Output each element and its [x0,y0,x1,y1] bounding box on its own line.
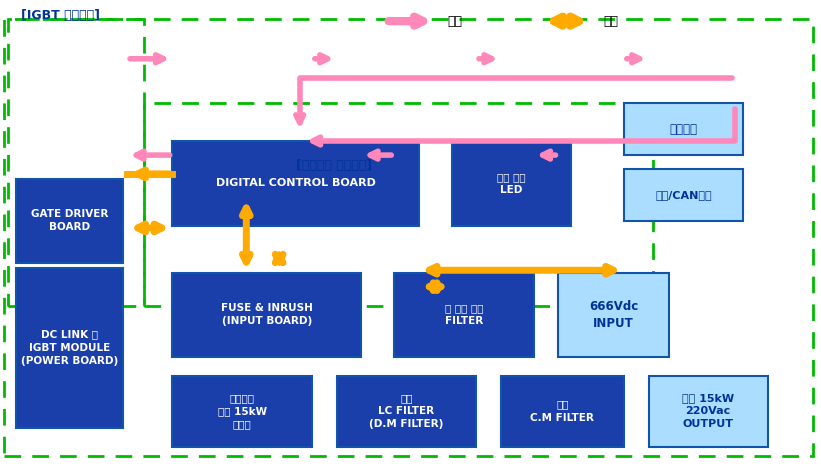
FancyBboxPatch shape [452,141,571,226]
FancyBboxPatch shape [558,273,669,357]
FancyBboxPatch shape [337,376,476,446]
FancyBboxPatch shape [16,268,123,428]
Text: 단상 15kW
220Vac
OUTPUT: 단상 15kW 220Vac OUTPUT [682,393,734,430]
Text: 단상
LC FILTER
(D.M FILTER): 단상 LC FILTER (D.M FILTER) [369,393,443,430]
FancyBboxPatch shape [16,179,123,263]
Text: 외부전원
단상 15kW
인버터: 외부전원 단상 15kW 인버터 [218,393,267,430]
Text: FUSE & INRUSH
(INPUT BOARD): FUSE & INRUSH (INPUT BOARD) [221,303,313,327]
FancyBboxPatch shape [624,103,743,155]
Text: 상태 확인
LED: 상태 확인 LED [497,172,525,195]
Text: 전원: 전원 [447,15,462,28]
Text: 제어: 제어 [603,15,618,28]
Bar [8,19,144,306]
FancyBboxPatch shape [172,273,361,357]
Text: [제어모듈 저전원부]: [제어모듈 저전원부] [296,159,372,172]
Text: GATE DRIVER
BOARD: GATE DRIVER BOARD [31,209,108,233]
FancyBboxPatch shape [394,273,534,357]
Text: 고 전원 입력
FILTER: 고 전원 입력 FILTER [445,303,483,327]
Text: [IGBT 고전원부]: [IGBT 고전원부] [21,9,99,22]
FancyBboxPatch shape [172,376,312,446]
FancyBboxPatch shape [501,376,624,446]
Text: 단상
C.M FILTER: 단상 C.M FILTER [530,400,594,423]
Text: 제어전원: 제어전원 [669,123,698,136]
Bar [144,103,653,306]
Text: 신호/CAN통신: 신호/CAN통신 [655,190,712,200]
Text: DC LINK 및
IGBT MODULE
(POWER BOARD): DC LINK 및 IGBT MODULE (POWER BOARD) [21,329,118,366]
Text: 666Vdc
INPUT: 666Vdc INPUT [589,300,638,330]
FancyBboxPatch shape [624,169,743,221]
Text: DIGITAL CONTROL BOARD: DIGITAL CONTROL BOARD [216,178,375,188]
FancyBboxPatch shape [172,141,419,226]
FancyBboxPatch shape [649,376,768,446]
